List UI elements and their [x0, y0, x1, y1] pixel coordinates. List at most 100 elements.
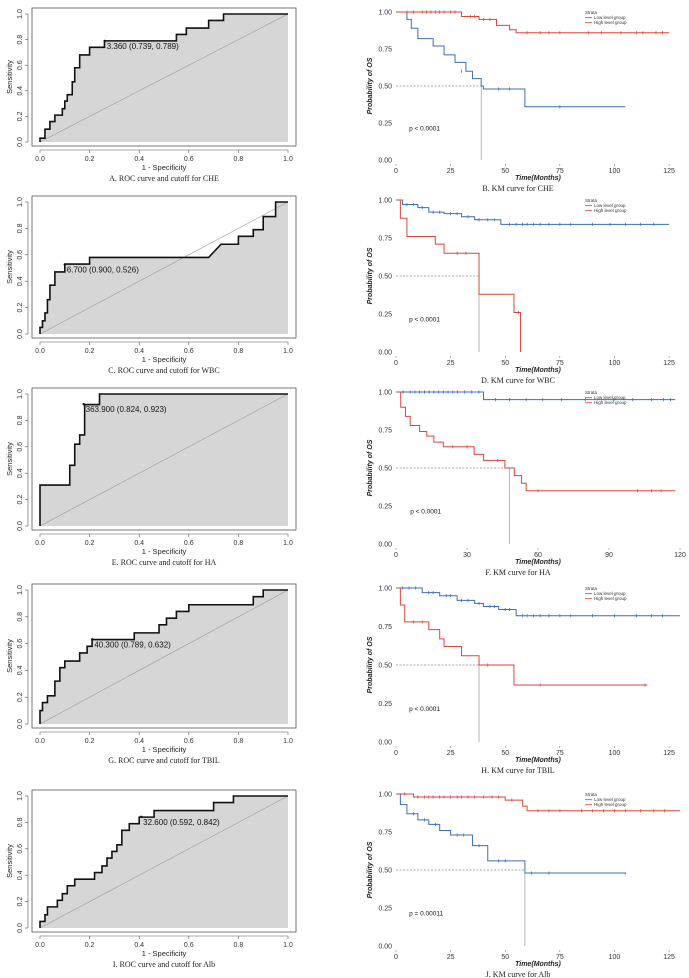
y-axis: 0.0 0.2 0.4 0.6 0.8 1.0 [17, 791, 29, 933]
x-tick-label: 0 [394, 168, 398, 175]
x-tick-label: 0.8 [234, 738, 244, 745]
x-axis: 0.0 0.2 0.4 0.6 0.8 1.0 [35, 149, 293, 163]
x-tick-label: 0 [394, 954, 398, 961]
km-line-low [396, 793, 626, 875]
legend-label: High level group [594, 208, 627, 213]
x-axis-title: 1 - Specificity [142, 745, 187, 754]
x-tick-label: 0.0 [35, 348, 45, 355]
y-axis-title: Probability of OS [367, 841, 374, 898]
x-tick-label: 0.0 [35, 156, 45, 163]
x-tick-label: 125 [663, 750, 675, 757]
x-axis-title: 1 - Specificity [142, 163, 187, 172]
km-line-high [396, 11, 670, 34]
cutoff-point [103, 39, 106, 43]
x-axis: 0.0 0.2 0.4 0.6 0.8 1.0 [35, 731, 293, 745]
x-tick-label: 0 [394, 750, 398, 757]
y-tick-label: 1.0 [17, 9, 24, 19]
legend-label: Low level group [594, 395, 626, 400]
panel-caption: A. ROC curve and cutoff for CHE [109, 174, 219, 183]
y-axis-title: Sensitivity [5, 844, 14, 878]
y-tick-label: 0.00 [378, 350, 392, 357]
y-tick-label: 0.0 [17, 719, 24, 729]
y-tick-label: 0.8 [17, 223, 24, 233]
legend-label: High level group [594, 802, 627, 807]
y-tick-label: 0.75 [378, 47, 392, 54]
plot-frame [31, 583, 297, 729]
x-tick-label: 100 [609, 750, 621, 757]
panel-caption: D. KM curve for WBC [481, 376, 555, 385]
x-tick-label: 90 [605, 552, 613, 559]
y-tick-label: 0.6 [17, 250, 24, 260]
y-tick-label: 0.0 [17, 521, 24, 531]
y-axis-title: Probability of OS [367, 247, 374, 304]
km-line-high [396, 199, 522, 352]
reference-diagonal [39, 13, 289, 143]
x-tick-label: 0.4 [134, 942, 144, 949]
legend-title: Strata [585, 198, 598, 203]
cutoff-point [63, 263, 66, 266]
x-tick-label: 125 [663, 360, 675, 367]
x-tick-label: 100 [609, 954, 621, 961]
legend-label: Low level group [594, 203, 626, 208]
x-tick-label: 50 [501, 750, 509, 757]
y-tick-label: 0.8 [17, 415, 24, 425]
y-tick-label: 0.8 [17, 35, 24, 45]
km-line-low [396, 391, 676, 401]
x-tick-label: 50 [501, 954, 509, 961]
plot-frame [31, 387, 297, 531]
y-tick-label: 1.0 [17, 389, 24, 399]
y-axis-title: Probability of OS [367, 439, 374, 496]
roc-panel-I: 32.600 (0.592, 0.842)0.0 0.2 0.4 0.6 0.8 1.00… [5, 789, 297, 969]
cutoff-label: 32.600 (0.592, 0.842) [143, 818, 220, 827]
reference-diagonal [39, 795, 289, 929]
y-tick-label: 0.8 [17, 817, 24, 827]
legend-label: Low level group [594, 797, 626, 802]
x-tick-label: 0.6 [184, 942, 194, 949]
y-tick-label: 0.2 [17, 692, 24, 702]
y-tick-label: 0.4 [17, 276, 24, 286]
roc-panel-C: 6.700 (0.900, 0.526)0.0 0.2 0.4 0.6 0.8 1.00.… [5, 195, 297, 375]
cutoff-label: 6.700 (0.900, 0.526) [67, 266, 139, 275]
roc-curve [39, 393, 288, 526]
roc-panel-A: 3.360 (0.739, 0.789)0.0 0.2 0.4 0.6 0.8 1.00.… [5, 7, 297, 183]
km-line-high [396, 793, 680, 812]
y-axis-title: Sensitivity [5, 250, 14, 284]
y-axis: 0.00 0.25 0.50 0.75 1.00 [378, 198, 392, 357]
x-tick-label: 0.0 [35, 540, 45, 547]
x-tick-label: 0.8 [234, 942, 244, 949]
cutoff-point [82, 402, 85, 406]
roc-curve [39, 795, 288, 928]
y-tick-label: 0.50 [378, 466, 392, 473]
legend-title: Strata [585, 10, 598, 15]
x-tick-label: 0.8 [234, 540, 244, 547]
x-axis: 0 25 50 75 100 125 [394, 950, 675, 961]
x-tick-label: 0.2 [85, 942, 95, 949]
km-line-low [396, 11, 626, 108]
y-tick-label: 0.25 [378, 701, 392, 708]
y-tick-label: 0.2 [17, 495, 24, 505]
x-tick-label: 75 [556, 954, 564, 961]
y-tick-label: 0.2 [17, 303, 24, 313]
y-tick-label: 1.00 [378, 198, 392, 205]
y-tick-label: 0.25 [378, 504, 392, 511]
x-tick-label: 50 [501, 168, 509, 175]
x-tick-label: 120 [674, 552, 686, 559]
y-tick-label: 0.75 [378, 428, 392, 435]
km-panel-D: 0 25 50 75 100 125 0.00 0.25 0.50 0.75 1.00 Probabi… [367, 198, 675, 386]
y-axis: 0.00 0.25 0.50 0.75 1.00 [378, 390, 392, 549]
x-axis: 0 25 50 75 100 125 [394, 356, 675, 367]
x-tick-label: 0.2 [85, 540, 95, 547]
y-axis: 0.00 0.25 0.50 0.75 1.00 [378, 792, 392, 951]
y-tick-label: 0.00 [378, 158, 392, 165]
x-tick-label: 0.4 [134, 156, 144, 163]
y-tick-label: 0.4 [17, 870, 24, 880]
y-tick-label: 1.00 [378, 390, 392, 397]
roc-curve [39, 13, 288, 142]
panel-caption: C. ROC curve and cutoff for WBC [108, 366, 219, 375]
x-tick-label: 25 [447, 360, 455, 367]
x-tick-label: 1.0 [283, 738, 293, 745]
y-axis: 0.0 0.2 0.4 0.6 0.8 1.0 [17, 585, 29, 729]
x-tick-label: 0.0 [35, 738, 45, 745]
